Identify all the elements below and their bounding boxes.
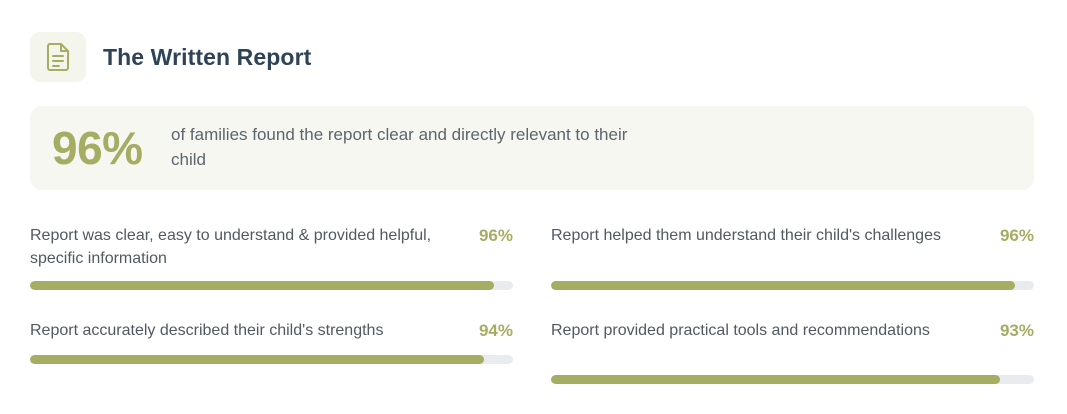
stat-label: Report provided practical tools and reco… — [551, 322, 930, 339]
stat-percent: 96% — [999, 226, 1034, 245]
stat-item-practical-tools: Report provided practical tools and reco… — [551, 319, 1034, 387]
document-icon — [47, 43, 69, 71]
stat-item-strengths: Report accurately described their child'… — [30, 319, 513, 367]
progress-track — [30, 281, 513, 290]
stat-label: Report accurately described their child'… — [30, 322, 384, 339]
progress-fill — [30, 281, 494, 290]
document-icon-box — [30, 32, 86, 82]
stat-percent: 96% — [478, 226, 513, 245]
stat-item-understand-challenges: Report helped them understand their chil… — [551, 224, 1034, 292]
hero-summary-card: 96% of families found the report clear a… — [30, 106, 1034, 190]
hero-percent: 96% — [52, 122, 143, 174]
stat-label: Report was clear, easy to understand & p… — [30, 227, 432, 267]
progress-fill — [551, 375, 1001, 384]
section-header: The Written Report — [30, 32, 311, 82]
hero-description: of families found the report clear and d… — [171, 125, 628, 169]
section-title: The Written Report — [103, 43, 312, 70]
stat-label: Report helped them understand their chil… — [551, 227, 941, 244]
progress-track — [551, 375, 1034, 384]
progress-track — [30, 355, 513, 364]
stat-item-clear-report: Report was clear, easy to understand & p… — [30, 224, 513, 292]
progress-track — [551, 281, 1034, 290]
progress-fill — [30, 355, 485, 364]
progress-fill — [551, 281, 1015, 290]
stat-percent: 93% — [999, 321, 1034, 340]
stat-percent: 94% — [478, 321, 513, 340]
